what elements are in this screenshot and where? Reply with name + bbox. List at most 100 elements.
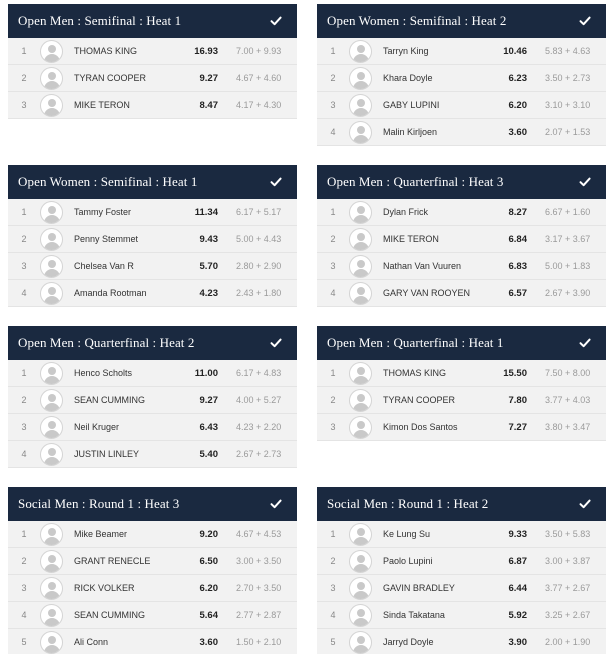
athlete-name[interactable]: Malin Kirljoen <box>383 127 438 137</box>
result-row[interactable]: 3 GABY LUPINI 6.20 3.10 + 3.10 <box>317 92 606 119</box>
heat-card: Open Women : Semifinal : Heat 2 1 Tarryn K… <box>317 4 606 146</box>
athlete-name[interactable]: Sinda Takatana <box>383 610 445 620</box>
result-row[interactable]: 5 Ali Conn 3.60 1.50 + 2.10 <box>8 629 297 654</box>
athlete-name[interactable]: Jarryd Doyle <box>383 637 434 647</box>
athlete-name[interactable]: TYRAN COOPER <box>383 395 456 405</box>
result-row[interactable]: 2 TYRAN COOPER 7.80 3.77 + 4.03 <box>317 387 606 414</box>
athlete-name[interactable]: Ke Lung Su <box>383 529 431 539</box>
rank-number: 3 <box>21 583 27 593</box>
athlete-name[interactable]: Dylan Frick <box>383 207 429 217</box>
result-row[interactable]: 1 Henco Scholts 11.00 6.17 + 4.83 <box>8 360 297 387</box>
athlete-name[interactable]: Henco Scholts <box>74 368 133 378</box>
result-row[interactable]: 4 JUSTIN LINLEY 5.40 2.67 + 2.73 <box>8 441 297 468</box>
result-row[interactable]: 1 Mike Beamer 9.20 4.67 + 4.53 <box>8 521 297 548</box>
rank-number: 3 <box>21 100 27 110</box>
athlete-name[interactable]: Penny Stemmet <box>74 234 139 244</box>
athlete-name[interactable]: SEAN CUMMING <box>74 395 146 405</box>
result-row[interactable]: 3 MIKE TERON 8.47 4.17 + 4.30 <box>8 92 297 119</box>
result-row[interactable]: 1 Tammy Foster 11.34 6.17 + 5.17 <box>8 199 297 226</box>
wave-scores: 5.83 + 4.63 <box>545 46 591 56</box>
avatar-placeholder-icon <box>40 388 63 412</box>
athlete-name[interactable]: JUSTIN LINLEY <box>74 449 140 459</box>
avatar-placeholder-icon <box>40 442 63 466</box>
rank-number: 1 <box>330 207 336 217</box>
athlete-name[interactable]: Kimon Dos Santos <box>383 422 458 432</box>
heat-card-header[interactable]: Open Women : Semifinal : Heat 2 <box>317 4 606 38</box>
rank-number: 4 <box>330 610 336 620</box>
result-row[interactable]: 5 Jarryd Doyle 3.90 2.00 + 1.90 <box>317 629 606 654</box>
heat-card: Social Men : Round 1 : Heat 3 1 Mike Beame… <box>8 487 297 654</box>
athlete-name[interactable]: MIKE TERON <box>383 234 439 244</box>
result-row[interactable]: 2 Paolo Lupini 6.87 3.00 + 3.87 <box>317 548 606 575</box>
result-row[interactable]: 1 Tarryn King 10.46 5.83 + 4.63 <box>317 38 606 65</box>
avatar-placeholder-icon <box>349 630 372 654</box>
athlete-name[interactable]: Chelsea Van R <box>74 261 134 271</box>
heat-card-header[interactable]: Open Women : Semifinal : Heat 1 <box>8 165 297 199</box>
rank-number: 2 <box>330 395 336 405</box>
athlete-name[interactable]: Nathan Van Vuuren <box>383 261 462 271</box>
result-row[interactable]: 4 Sinda Takatana 5.92 3.25 + 2.67 <box>317 602 606 629</box>
athlete-name[interactable]: THOMAS KING <box>74 46 138 56</box>
avatar-placeholder-icon <box>349 415 372 439</box>
athlete-name[interactable]: Tarryn King <box>383 46 429 56</box>
heat-card-header[interactable]: Open Men : Quarterfinal : Heat 1 <box>317 326 606 360</box>
result-row[interactable]: 2 GRANT RENECLE 6.50 3.00 + 3.50 <box>8 548 297 575</box>
rank-number: 2 <box>21 234 27 244</box>
rank-number: 4 <box>21 449 27 459</box>
result-row[interactable]: 3 RICK VOLKER 6.20 2.70 + 3.50 <box>8 575 297 602</box>
wave-scores: 3.50 + 5.83 <box>545 529 591 539</box>
rank-number: 2 <box>330 73 336 83</box>
result-row[interactable]: 3 Nathan Van Vuuren 6.83 5.00 + 1.83 <box>317 253 606 280</box>
total-score: 6.44 <box>508 582 528 594</box>
result-row[interactable]: 1 THOMAS KING 15.50 7.50 + 8.00 <box>317 360 606 387</box>
result-row[interactable]: 1 THOMAS KING 16.93 7.00 + 9.93 <box>8 38 297 65</box>
avatar-placeholder-icon <box>349 361 372 385</box>
result-row[interactable]: 2 TYRAN COOPER 9.27 4.67 + 4.60 <box>8 65 297 92</box>
result-row[interactable]: 4 Malin Kirljoen 3.60 2.07 + 1.53 <box>317 119 606 146</box>
heat-card-header[interactable]: Open Men : Semifinal : Heat 1 <box>8 4 297 38</box>
athlete-name[interactable]: GABY LUPINI <box>383 100 440 110</box>
athlete-name[interactable]: Paolo Lupini <box>383 556 433 566</box>
wave-scores: 6.67 + 1.60 <box>545 207 591 217</box>
athlete-name[interactable]: GRANT RENECLE <box>74 556 151 566</box>
result-row[interactable]: 2 MIKE TERON 6.84 3.17 + 3.67 <box>317 226 606 253</box>
avatar-placeholder-icon <box>349 227 372 251</box>
athlete-name[interactable]: Amanda Rootman <box>74 288 147 298</box>
result-row[interactable]: 2 Khara Doyle 6.23 3.50 + 2.73 <box>317 65 606 92</box>
athlete-name[interactable]: Tammy Foster <box>74 207 132 217</box>
heat-card-header[interactable]: Open Men : Quarterfinal : Heat 2 <box>8 326 297 360</box>
athlete-name[interactable]: Khara Doyle <box>383 73 433 83</box>
athlete-name[interactable]: GAVIN BRADLEY <box>383 583 455 593</box>
result-row[interactable]: 1 Ke Lung Su 9.33 3.50 + 5.83 <box>317 521 606 548</box>
wave-scores: 4.23 + 2.20 <box>236 422 282 432</box>
heat-title: Open Men : Quarterfinal : Heat 3 <box>327 174 504 189</box>
athlete-name[interactable]: Ali Conn <box>74 637 109 647</box>
rank-number: 1 <box>21 46 27 56</box>
result-row[interactable]: 1 Dylan Frick 8.27 6.67 + 1.60 <box>317 199 606 226</box>
athlete-name[interactable]: TYRAN COOPER <box>74 73 147 83</box>
athlete-name[interactable]: SEAN CUMMING <box>74 610 146 620</box>
avatar-placeholder-icon <box>349 549 372 573</box>
avatar-placeholder-icon <box>40 93 63 117</box>
wave-scores: 2.07 + 1.53 <box>545 127 591 137</box>
athlete-name[interactable]: THOMAS KING <box>383 368 447 378</box>
total-score: 7.80 <box>508 394 528 406</box>
result-row[interactable]: 4 SEAN CUMMING 5.64 2.77 + 2.87 <box>8 602 297 629</box>
result-row[interactable]: 2 Penny Stemmet 9.43 5.00 + 4.43 <box>8 226 297 253</box>
heat-card-header[interactable]: Social Men : Round 1 : Heat 2 <box>317 487 606 521</box>
result-row[interactable]: 2 SEAN CUMMING 9.27 4.00 + 5.27 <box>8 387 297 414</box>
result-row[interactable]: 3 Neil Kruger 6.43 4.23 + 2.20 <box>8 414 297 441</box>
result-row[interactable]: 3 GAVIN BRADLEY 6.44 3.77 + 2.67 <box>317 575 606 602</box>
athlete-name[interactable]: Mike Beamer <box>74 529 128 539</box>
heat-card-header[interactable]: Open Men : Quarterfinal : Heat 3 <box>317 165 606 199</box>
athlete-name[interactable]: Neil Kruger <box>74 422 120 432</box>
heat-card-header[interactable]: Social Men : Round 1 : Heat 3 <box>8 487 297 521</box>
result-row[interactable]: 4 Amanda Rootman 4.23 2.43 + 1.80 <box>8 280 297 307</box>
athlete-name[interactable]: MIKE TERON <box>74 100 130 110</box>
check-icon <box>578 14 592 28</box>
result-row[interactable]: 4 GARY VAN ROOYEN 6.57 2.67 + 3.90 <box>317 280 606 307</box>
athlete-name[interactable]: GARY VAN ROOYEN <box>383 288 471 298</box>
result-row[interactable]: 3 Kimon Dos Santos 7.27 3.80 + 3.47 <box>317 414 606 441</box>
result-row[interactable]: 3 Chelsea Van R 5.70 2.80 + 2.90 <box>8 253 297 280</box>
athlete-name[interactable]: RICK VOLKER <box>74 583 135 593</box>
